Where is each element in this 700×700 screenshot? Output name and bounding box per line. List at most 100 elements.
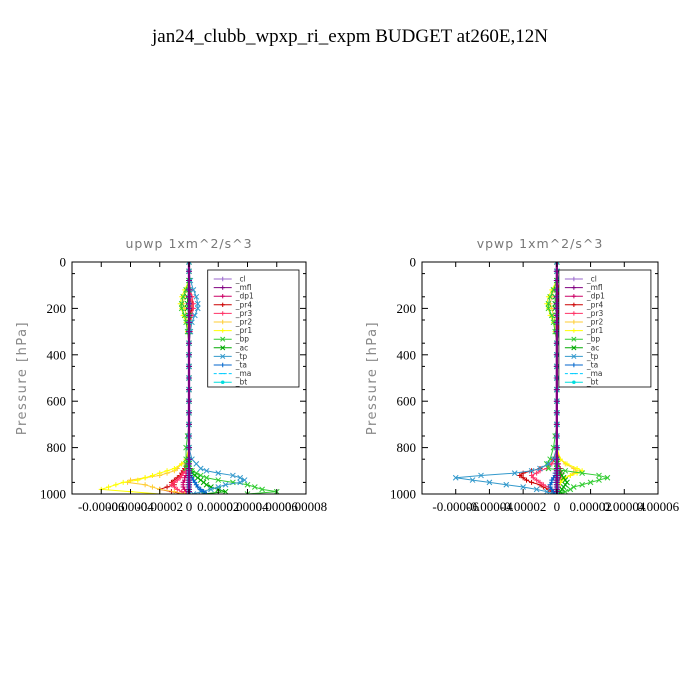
data-point [186, 351, 192, 358]
data-point [579, 481, 585, 488]
data-point [567, 472, 573, 478]
data-point [251, 484, 258, 490]
legend-entry-ac: _ac [213, 343, 248, 352]
data-point [186, 328, 192, 335]
legend-label: _pr2 [586, 318, 604, 327]
legend-label: _pr4 [586, 300, 604, 309]
legend-entry-dp1: _dp1 [213, 292, 254, 301]
x-tick-label: -0.00006 [78, 499, 125, 514]
data-point [186, 409, 192, 416]
legend-marker [571, 328, 577, 333]
data-point [533, 486, 540, 493]
legend-entry-pr4: _pr4 [213, 300, 253, 309]
data-point [534, 477, 540, 483]
data-point [553, 433, 560, 439]
legend-label: _mfl [586, 283, 603, 292]
data-point [570, 484, 577, 490]
legend-label: _pr3 [235, 309, 253, 318]
legend-marker [220, 353, 226, 359]
legend-marker [571, 362, 577, 368]
data-point [579, 470, 585, 476]
data-point [545, 305, 552, 312]
legend-marker [571, 302, 577, 307]
data-point [186, 386, 192, 393]
data-point [230, 472, 236, 479]
data-point [149, 484, 155, 490]
data-point [237, 474, 244, 481]
x-tick-label: -0.00002 [500, 499, 547, 514]
data-point [174, 477, 180, 483]
data-point [596, 477, 602, 483]
legend-marker [220, 345, 226, 351]
legend-marker [571, 294, 577, 299]
legend-entry-bt: _bt [564, 378, 599, 387]
data-point [587, 479, 594, 486]
data-point [157, 470, 163, 476]
legend-entry-tp: _tp [213, 352, 247, 361]
y-tick-label: 1000 [40, 487, 66, 502]
x-tick-label: -0.00006 [432, 499, 479, 514]
upwp-panel: upwp 1xm^2/s^3 Pressure [hPa] 0 200 400 600 80… [15, 236, 327, 514]
data-point [135, 477, 141, 483]
figure-title: jan24_clubb_wpxp_ri_expm BUDGET at260E,1… [151, 26, 548, 47]
plot-area [98, 262, 280, 494]
legend-label: _pr4 [235, 300, 253, 309]
legend-entry-mfl: _mfl [564, 283, 603, 292]
legend-entry-ta: _ta [564, 361, 598, 370]
data-point [545, 465, 552, 472]
legend-marker [571, 276, 577, 282]
data-point [545, 300, 552, 307]
data-point [549, 461, 555, 467]
data-point [517, 472, 523, 478]
data-point [113, 482, 119, 488]
data-point [128, 477, 133, 483]
legend-marker [572, 380, 576, 384]
data-point [186, 398, 192, 405]
y-axis-label: Pressure [hPa] [365, 321, 380, 435]
data-point [208, 486, 214, 493]
legend-entry-pr4: _pr4 [564, 300, 604, 309]
legend-marker [220, 294, 225, 299]
legend-label: _ma [235, 369, 252, 378]
legend-label: _tp [586, 352, 599, 361]
legend-label: _dp1 [586, 292, 605, 301]
x-tick-label: 0.00002 [197, 499, 239, 514]
data-point [543, 488, 550, 494]
data-point [182, 491, 188, 494]
data-point [547, 293, 553, 300]
vpwp-panel: vpwp 1xm^2/s^3 Pressure [hPa] 0 200 400 600 80… [365, 236, 680, 514]
x-tick-label: -0.00004 [466, 499, 513, 514]
data-point [171, 465, 177, 471]
data-point [524, 477, 530, 483]
legend-entry-ac: _ac [564, 343, 599, 352]
legend-entry-dp1: _dp1 [564, 292, 605, 301]
legend-label: _ac [235, 343, 248, 352]
legend-label: _mfl [235, 283, 252, 292]
legend-marker [220, 302, 225, 307]
data-point [106, 484, 112, 490]
data-point [553, 444, 560, 451]
legend-label: _pr1 [586, 326, 604, 335]
legend-marker [571, 319, 577, 325]
legend-label: _bt [586, 378, 599, 387]
data-point [186, 286, 192, 293]
data-point [181, 312, 188, 319]
legend-entry-bt: _bt [213, 378, 247, 387]
data-point [186, 340, 192, 347]
data-point [186, 444, 192, 451]
data-point [197, 465, 204, 472]
legend-entry-ma: _ma [213, 369, 252, 378]
data-point [562, 488, 569, 494]
y-tick-label: 400 [47, 347, 67, 362]
data-point [204, 491, 210, 494]
y-tick-label: 1000 [390, 487, 416, 502]
legend-entry-mfl: _mfl [213, 283, 252, 292]
legend-marker [220, 362, 225, 368]
legend-entry-ma: _ma [564, 369, 603, 378]
data-point [178, 305, 185, 312]
data-point [201, 489, 207, 494]
x-tick-label: -0.00004 [107, 499, 154, 514]
panel-title: vpwp 1xm^2/s^3 [477, 236, 604, 251]
data-point [564, 461, 570, 467]
